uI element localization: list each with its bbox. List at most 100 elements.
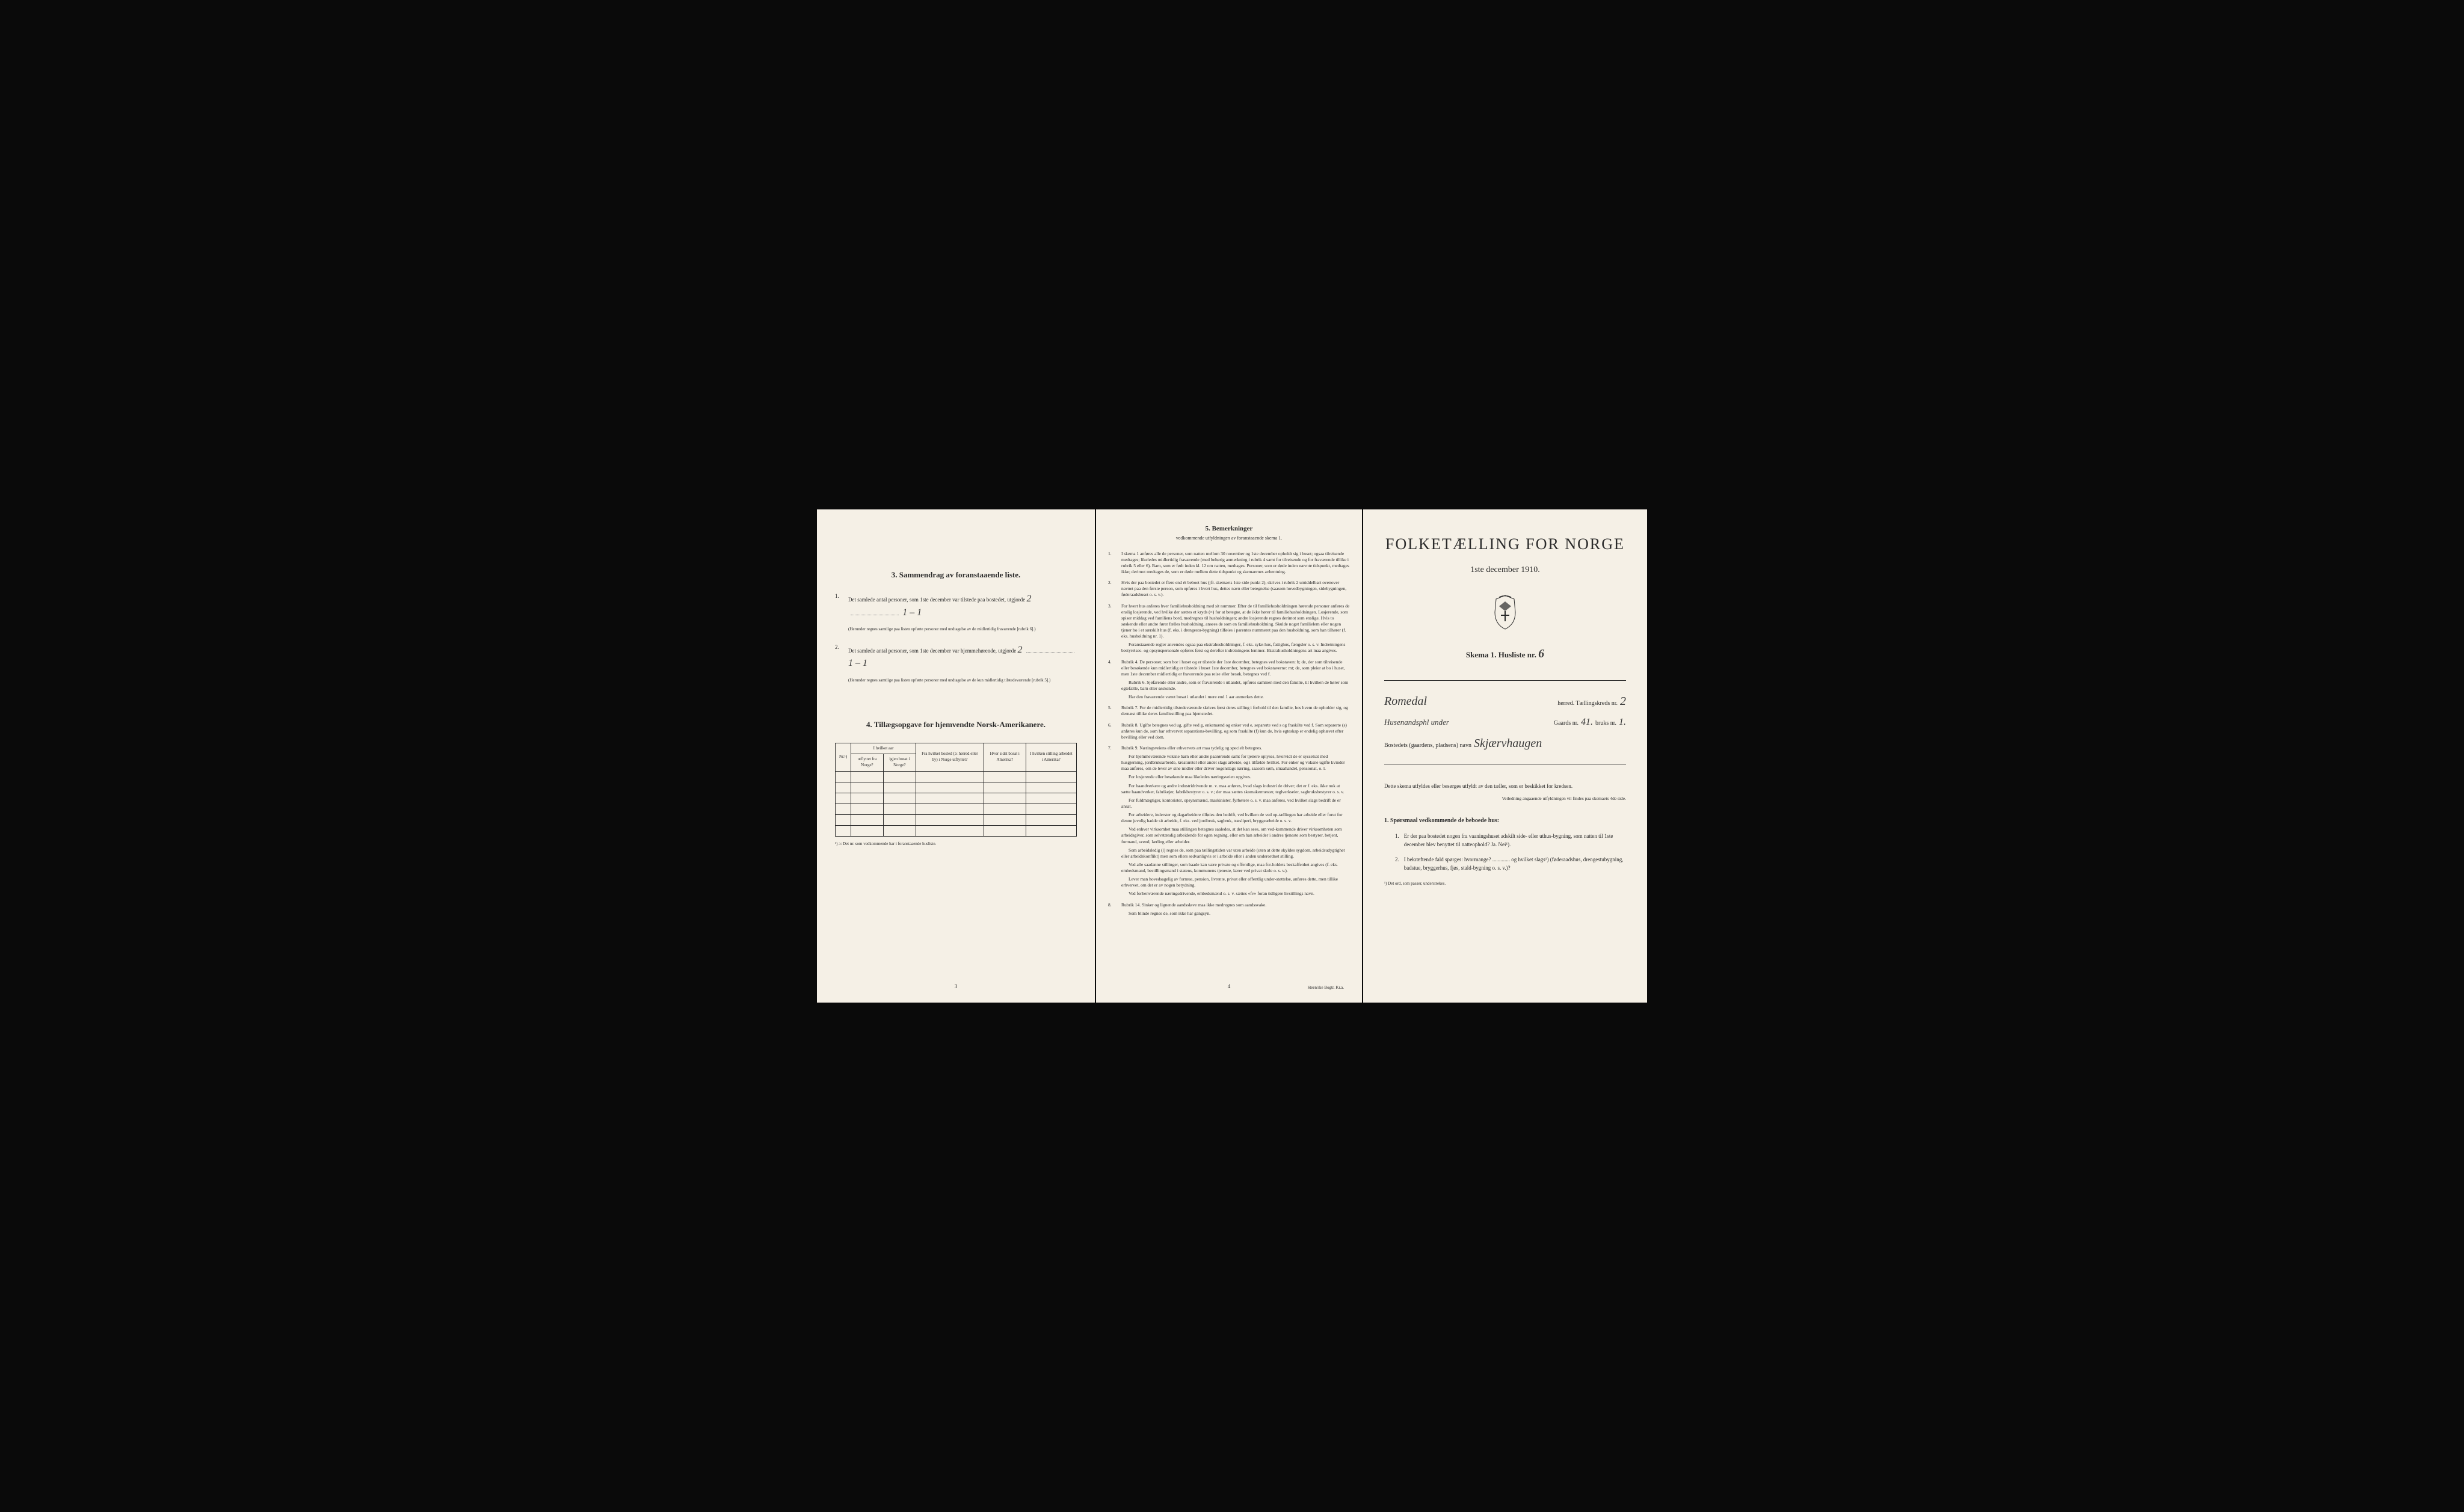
remark-number: 8. (1108, 902, 1116, 917)
bruks-label: bruks nr. (1595, 719, 1616, 728)
remark-sub: Har den fraværende været bosat i utlande… (1121, 694, 1350, 700)
remark-content: Rubrik 4. De personer, som bor i huset o… (1121, 659, 1350, 701)
census-main-title: FOLKETÆLLING FOR NORGE (1384, 533, 1626, 555)
th-year-span: I hvilket aar (851, 743, 916, 754)
herred-label: herred. Tællingskreds nr. (1557, 699, 1618, 708)
section-4: 4. Tillægsopgave for hjemvendte Norsk-Am… (835, 719, 1077, 847)
remark-para: Som arbeidsledig (l) regnes de, som paa … (1121, 847, 1350, 859)
item-number: 1. (835, 592, 843, 619)
section-3-item-2: 2. Det samlede antal personer, som 1ste … (835, 644, 1077, 671)
census-date: 1ste december 1910. (1384, 564, 1626, 576)
remark-sub: Foranstaaende regler anvendes ogsaa paa … (1121, 642, 1350, 654)
th-utflyttet: utflyttet fra Norge? (851, 754, 884, 772)
divider (1384, 680, 1626, 681)
herred-name: Romedal (1384, 693, 1555, 710)
table-row (836, 771, 1077, 782)
remark-number: 4. (1108, 659, 1116, 701)
th-bosat: igjen bosat i Norge? (883, 754, 916, 772)
remark-sub: Rubrik 6. Sjøfarende eller andre, som er… (1121, 680, 1350, 692)
section-5-title: 5. Bemerkninger (1108, 524, 1350, 533)
remark-content: Hvis der paa bostedet er flere end ét be… (1121, 580, 1350, 598)
remark-para: For hjemmeværende voksne barn eller andr… (1121, 754, 1350, 772)
remark-text: Rubrik 14. Sinker og lignende aandssløve… (1121, 902, 1350, 908)
table-row (836, 782, 1077, 793)
skema-label: Skema 1. Husliste nr. (1466, 650, 1536, 659)
remark-content: For hvert hus anføres hver familiehushol… (1121, 603, 1350, 654)
skema-line: Skema 1. Husliste nr. 6 (1384, 645, 1626, 662)
remark-para: For haandverkere og andre industridriven… (1121, 783, 1350, 795)
norway-emblem (1384, 594, 1626, 630)
handwritten-value: 1 – 1 (902, 607, 922, 618)
remark-para: Lever man hovedsagelig av formue, pensio… (1121, 876, 1350, 888)
question-item: 2. I bekræftende fald spørges: hvormange?… (1395, 856, 1626, 872)
document-container: 3. Sammendrag av foranstaaende liste. 1.… (817, 509, 1647, 1003)
th-stilling: I hvilken stilling arbeidet i Amerika? (1026, 743, 1076, 771)
table-row (836, 825, 1077, 836)
section-3-title: 3. Sammendrag av foranstaaende liste. (835, 570, 1077, 580)
remark-text: Rubrik 8. Ugifte betegnes ved ug, gifte … (1121, 722, 1350, 740)
fill-line (1026, 652, 1074, 653)
remark-number: 2. (1108, 580, 1116, 598)
form-line-bosted: Bostedets (gaardens, pladsens) navn Skjæ… (1384, 735, 1626, 752)
bosted-name: Skjærvhaugen (1474, 735, 1626, 752)
page-right: FOLKETÆLLING FOR NORGE 1ste december 191… (1363, 509, 1647, 1003)
gaards-nr: 41. (1581, 716, 1593, 729)
remark-item: 2. Hvis der paa bostedet er flere end ét … (1108, 580, 1350, 598)
item-text: Det samlede antal personer, som 1ste dec… (848, 597, 1025, 603)
table-row (836, 793, 1077, 804)
remark-text: Rubrik 9. Næringsveiens eller erhvervets… (1121, 745, 1350, 751)
page-left: 3. Sammendrag av foranstaaende liste. 1.… (817, 509, 1095, 1003)
section-3: 3. Sammendrag av foranstaaende liste. 1.… (835, 570, 1077, 683)
page-number: 3 (955, 983, 958, 991)
remark-content: Rubrik 14. Sinker og lignende aandssløve… (1121, 902, 1350, 917)
remark-text: Rubrik 4. De personer, som bor i huset o… (1121, 659, 1350, 677)
handwritten-value: 1 – 1 (848, 658, 867, 668)
remark-number: 5. (1108, 705, 1116, 717)
page-middle: 5. Bemerkninger vedkommende utfyldningen… (1096, 509, 1362, 1003)
remark-number: 1. (1108, 551, 1116, 576)
kreds-nr: 2 (1620, 693, 1626, 710)
remarks-list: 1.I skema 1 anføres alle de personer, so… (1108, 551, 1350, 917)
remark-item: 3.For hvert hus anføres hver familiehush… (1108, 603, 1350, 654)
table-row (836, 804, 1077, 814)
question-number: 1. (1395, 832, 1399, 849)
item-text: Det samlede antal personer, som 1ste dec… (848, 648, 1016, 654)
husliste-nr: 6 (1538, 647, 1544, 660)
remark-text: I skema 1 anføres alle de personer, som … (1121, 551, 1350, 576)
gaards-label: Gaards nr. (1554, 719, 1578, 728)
remark-para: For arbeidere, inderster og dagarbeidere… (1121, 812, 1350, 824)
item-2-fineprint: (Herunder regnes samtlige paa listen opf… (848, 678, 1077, 684)
remark-item: 4. Rubrik 4. De personer, som bor i huset… (1108, 659, 1350, 701)
item-content: Det samlede antal personer, som 1ste dec… (848, 592, 1077, 619)
th-amerika: Hvor sidst bosat i Amerika? (984, 743, 1026, 771)
remark-text: For hvert hus anføres hver familiehushol… (1121, 603, 1350, 640)
remark-text: Hvis der paa bostedet er flere end ét be… (1121, 580, 1350, 598)
printer-note: Steen'ske Bogtr. Kr.a. (1307, 985, 1344, 991)
table-footnote: ¹) ɔ: Det nr. som vedkommende har i fora… (835, 841, 1077, 847)
question-number: 2. (1395, 856, 1399, 872)
item-1-fineprint: (Herunder regnes samtlige paa listen opf… (848, 627, 1077, 633)
coat-of-arms-icon (1490, 594, 1520, 630)
instruction-fine: Veiledning angaaende utfyldningen vil fi… (1384, 796, 1626, 802)
instruction-text: Dette skema utfyldes eller besørges utfy… (1384, 782, 1626, 791)
remark-para: Ved enhver virksomhet maa stillingen bet… (1121, 826, 1350, 844)
item-number: 2. (835, 644, 843, 671)
remark-number: 7. (1108, 745, 1116, 897)
remark-item: 5. Rubrik 7. For de midlertidig tilstedev… (1108, 705, 1350, 717)
th-bosted: Fra hvilket bosted (ɔ: herred eller by) … (916, 743, 984, 771)
item-content: Det samlede antal personer, som 1ste dec… (848, 644, 1077, 671)
question-text: I bekræftende fald spørges: hvormange? .… (1404, 856, 1626, 872)
emigrant-table: Nr.¹) I hvilket aar Fra hvilket bosted (… (835, 743, 1077, 837)
remark-content: Rubrik 7. For de midlertidig tilstedevær… (1121, 705, 1350, 717)
th-nr: Nr.¹) (836, 743, 851, 771)
page-number: 4 (1228, 983, 1231, 991)
remark-sub: Som blinde regnes de, som ikke har gangs… (1121, 911, 1350, 917)
section-3-item-1: 1. Det samlede antal personer, som 1ste … (835, 592, 1077, 619)
question-text: Er der paa bostedet nogen fra vaaningshu… (1404, 832, 1626, 849)
remark-content: Rubrik 9. Næringsveiens eller erhvervets… (1121, 745, 1350, 897)
remark-content: Rubrik 8. Ugifte betegnes ved ug, gifte … (1121, 722, 1350, 740)
page-3-footnote: ¹) Det ord, som passer, understrekes. (1384, 881, 1626, 887)
section-5-subtitle: vedkommende utfyldningen av foranstaaend… (1108, 535, 1350, 541)
remark-item: 7. Rubrik 9. Næringsveiens eller erhverve… (1108, 745, 1350, 897)
remark-para: For losjerende eller besøkende maa likel… (1121, 774, 1350, 780)
